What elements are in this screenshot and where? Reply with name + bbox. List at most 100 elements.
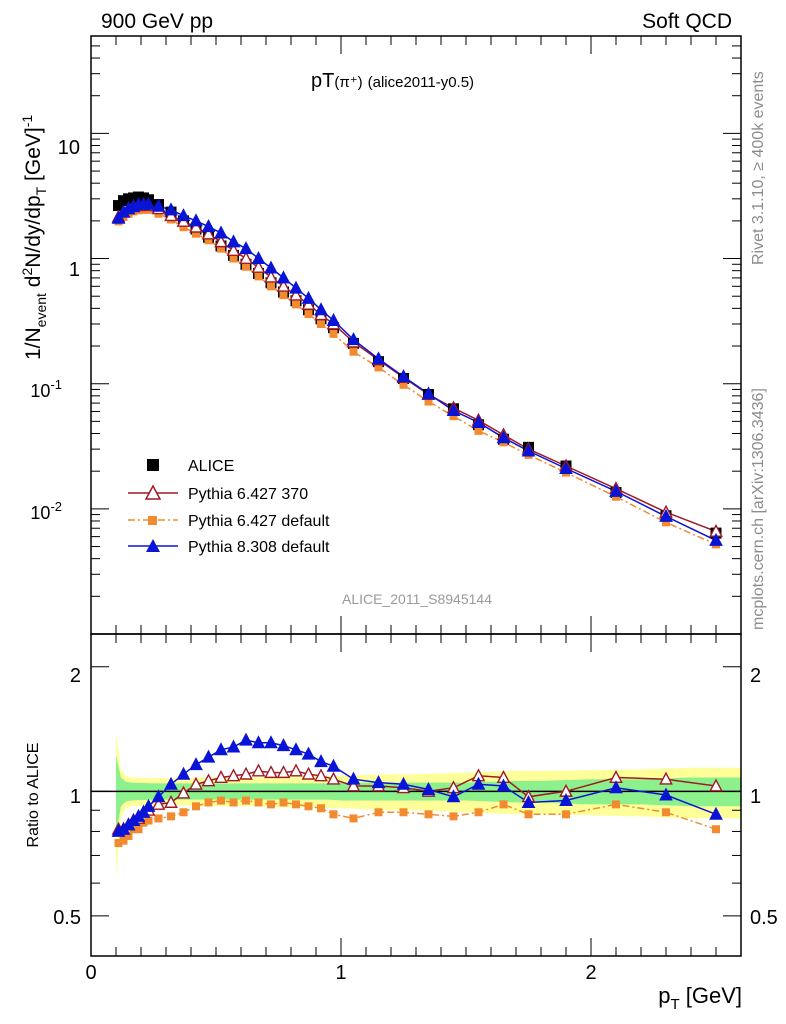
analysis-watermark: ALICE_2011_S8945144 [342, 591, 492, 607]
series-line-p6-370 [117, 203, 717, 533]
ratio-p8-default-point [371, 775, 386, 789]
ratio-p8-default-point [396, 776, 411, 790]
ratio-p8-default-point [496, 778, 511, 792]
p6-default-point [192, 229, 200, 238]
ratio-p6-default-point [229, 798, 238, 807]
ratio-p8-default-point [559, 793, 573, 807]
ratio-p6-default-point [242, 796, 250, 805]
ratio-p8-default-point [151, 789, 166, 803]
p6-default-point [279, 291, 288, 300]
ratio-p6-default-point [612, 800, 620, 809]
p6-default-point [304, 310, 313, 319]
p6-default-point [317, 319, 325, 328]
ratio-p8-default-point [226, 739, 241, 753]
legend: ALICE Pythia 6.427 370 Pythia 6.427 defa… [128, 458, 330, 556]
p8-default-point [189, 213, 203, 227]
p6-default-point [254, 272, 263, 281]
ratio-p6-default-point [119, 836, 128, 845]
ratio-p6-default-point [124, 831, 133, 840]
main-y-tick-label-1: 1 [69, 259, 80, 281]
ratio-p8-default-point [326, 758, 341, 772]
ratio-p8-default-point [214, 742, 228, 756]
ratio-p6-370-point [189, 776, 203, 790]
plot-title: pT(π⁺) (alice2011-y0.5) [311, 70, 474, 92]
p6-370-point [189, 219, 203, 233]
ratio-p6-default-point [304, 802, 313, 811]
ratio-p6-370-point [264, 765, 278, 779]
legend-marker-p6-default [148, 516, 157, 525]
ratio-p6-370-point [326, 771, 341, 785]
ratio-p6-default-point [349, 814, 358, 823]
ratio-p6-370-point [289, 763, 303, 777]
p8-default-point [326, 312, 341, 326]
ratio-p8-default-point [176, 766, 191, 780]
ratio-p8-default-point [251, 735, 266, 749]
p8-default-point [559, 461, 573, 475]
p8-default-point [164, 202, 178, 216]
p8-default-point [496, 430, 511, 444]
main-y-tick-label-1e-2: 10-2 [30, 499, 62, 523]
legend-label-alice: ALICE [188, 458, 234, 475]
ratio-plot-area [111, 732, 723, 848]
p6-default-point [424, 397, 433, 406]
ratio-p6-default-point [217, 796, 225, 805]
p6-default-point [374, 363, 383, 372]
p6-default-point [349, 347, 358, 356]
p8-default-point [264, 260, 278, 274]
p8-default-point [141, 196, 156, 210]
ratio-p6-370-point [214, 770, 228, 784]
ratio-p6-default-point [399, 808, 408, 817]
ratio-p8-default-point [609, 780, 623, 794]
ratio-p6-370-point [659, 771, 673, 785]
mcplots-label: mcplots.cern.ch [arXiv:1306.3436] [750, 388, 767, 630]
ratio-p8-default-point [421, 782, 436, 796]
ratio-y-axis-label: Ratio to ALICE [25, 743, 42, 848]
x-tick-label-1: 1 [335, 962, 346, 984]
p8-default-point [151, 198, 166, 212]
ratio-p6-370-point [151, 796, 166, 810]
main-y-tick-label-10: 10 [58, 137, 80, 159]
ratio-y-tick-label-right-2: 2 [750, 665, 761, 687]
p8-default-point [471, 414, 486, 428]
p8-default-point [396, 369, 411, 383]
header-left: 900 GeV pp [101, 10, 213, 33]
p8-default-point [111, 210, 126, 224]
ratio-uncertainty-band [91, 733, 741, 878]
ratio-p8-default-point [301, 746, 316, 760]
p8-default-point [346, 332, 361, 346]
p6-default-point [292, 300, 300, 309]
p6-default-point [242, 262, 250, 271]
p6-default-point [662, 518, 670, 527]
p8-default-point [609, 483, 623, 497]
p8-default-point [421, 386, 436, 400]
ratio-y-tick-label-right-1: 1 [750, 786, 761, 808]
x-tick-label-2: 2 [585, 962, 596, 984]
ratio-p8-default-point [446, 789, 461, 803]
x-axis-label: pT [GeV] [658, 983, 742, 1013]
ratio-y-tick-label-1: 1 [70, 786, 81, 808]
ratio-p6-370-point [346, 778, 361, 792]
ratio-p6-default-point [317, 804, 325, 813]
p8-default-point [239, 241, 253, 255]
ratio-p6-default-point [167, 812, 175, 821]
p8-default-point [709, 532, 723, 546]
ratio-p6-default-point [562, 810, 570, 819]
legend-marker-p8-default [146, 539, 160, 552]
ratio-y-tick-label-2: 2 [70, 665, 81, 687]
ratio-p6-default-point [662, 808, 670, 817]
legend-marker-p6-370 [144, 484, 162, 500]
ratio-p8-default-point [471, 776, 486, 790]
p6-default-point [399, 380, 408, 389]
p6-default-point [229, 254, 238, 263]
p6-default-point [179, 223, 188, 232]
ratio-p6-370-point [301, 766, 316, 780]
ratio-p6-default-point [267, 800, 275, 809]
ratio-p8-default-point [709, 806, 723, 820]
ratio-p6-default-point [449, 812, 458, 821]
ratio-p6-default-point [329, 810, 338, 819]
p8-default-point [446, 403, 461, 417]
p6-370-point [276, 278, 291, 292]
ratio-p6-default-point [114, 839, 123, 848]
ratio-p6-370-point [164, 794, 178, 808]
p6-370-point [264, 269, 278, 283]
